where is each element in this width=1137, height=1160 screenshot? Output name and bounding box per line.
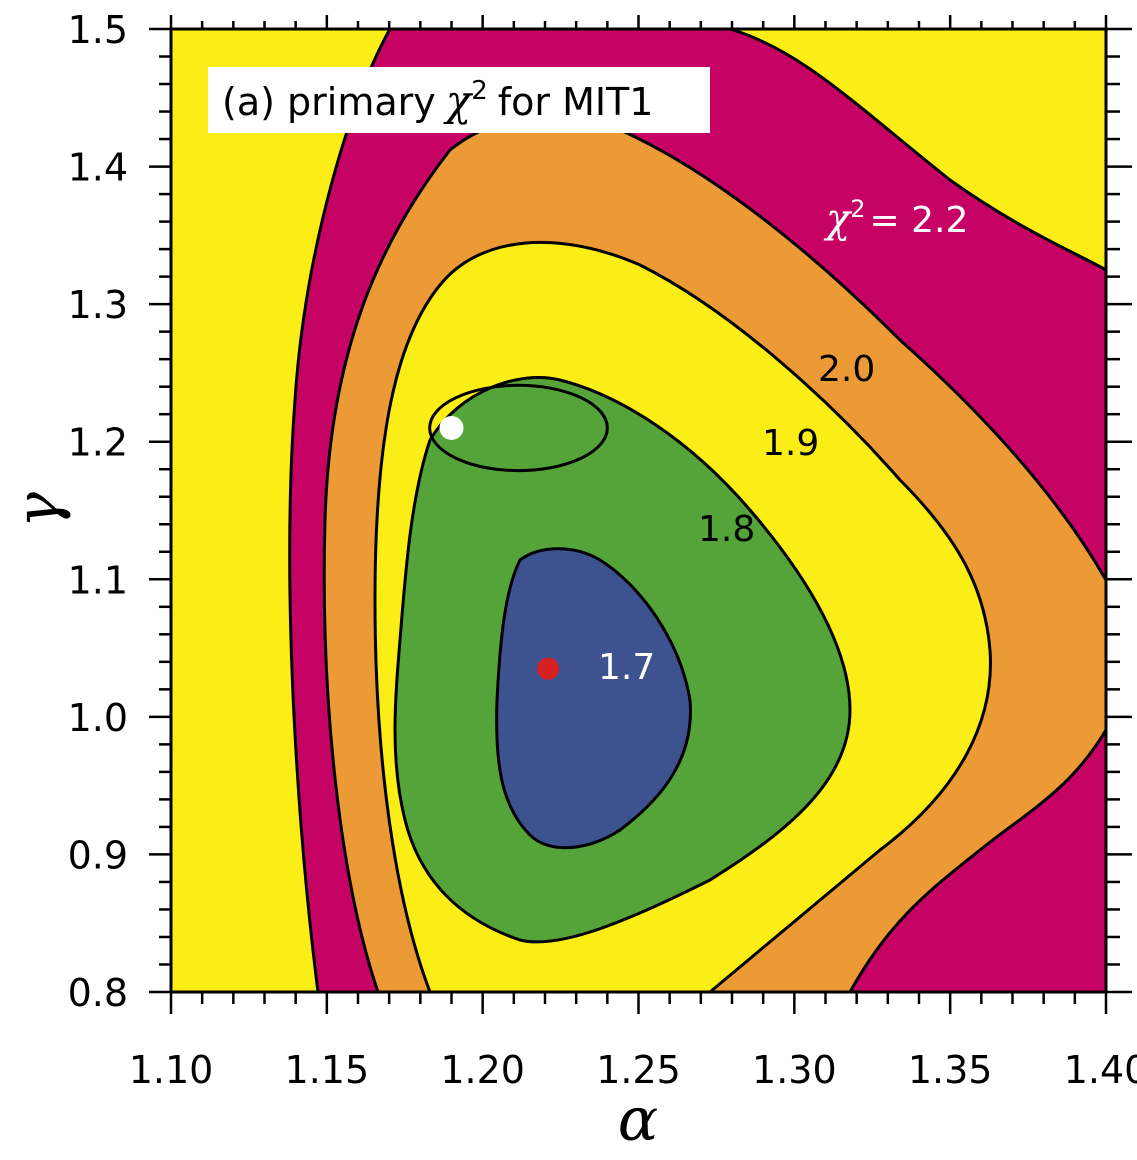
x-tick-label: 1.15 [285,1048,370,1092]
panel-title-box: (a) primary χ2 for MIT1 [208,67,710,133]
contour-label-1-7: 1.7 [598,647,655,688]
point-markers [439,415,560,680]
x-tick-label: 1.10 [129,1048,214,1092]
best-fit-marker [537,657,560,680]
y-tick-label: 1.1 [68,558,128,602]
x-tick-label: 1.25 [596,1048,681,1092]
region-chi2-1-7 [496,548,691,848]
axis-ticks [149,15,1132,1014]
contour-label-1-8: 1.8 [698,509,755,550]
reference-marker [439,415,464,440]
contour-label-2-0: 2.0 [818,349,875,390]
y-tick-label: 0.8 [68,971,128,1015]
y-tick-label: 1.4 [68,146,128,190]
contour-line-1-9 [373,240,992,992]
y-tick-label: 1.0 [68,696,128,740]
y-tick-label: 1.5 [68,8,128,52]
y-tick-label: 1.3 [68,283,128,327]
y-tick-label: 1.2 [68,421,128,465]
x-tick-label: 1.35 [908,1048,993,1092]
contour-line-1-7 [495,547,692,850]
x-tick-label: 1.20 [440,1048,525,1092]
contour-label-1-9: 1.9 [762,423,819,464]
contour-label-2-2: χ2 = 2.2 [823,195,968,242]
y-tick-label: 0.9 [68,833,128,877]
contour-fills [171,29,1106,992]
x-tick-label: 1.30 [752,1048,837,1092]
x-axis-title: α [618,1085,659,1155]
contour-line-1-8 [393,376,852,944]
secondary-ellipse [428,383,609,473]
panel-title: (a) primary χ2 for MIT1 [222,76,653,125]
y-axis-title: γ [3,492,73,528]
x-tick-label: 1.40 [1064,1048,1137,1092]
axis-tick-labels: 1.10 1.15 1.20 1.25 1.30 1.35 1.40 0.8 0.9 1.0 1.1… [68,8,1137,1092]
